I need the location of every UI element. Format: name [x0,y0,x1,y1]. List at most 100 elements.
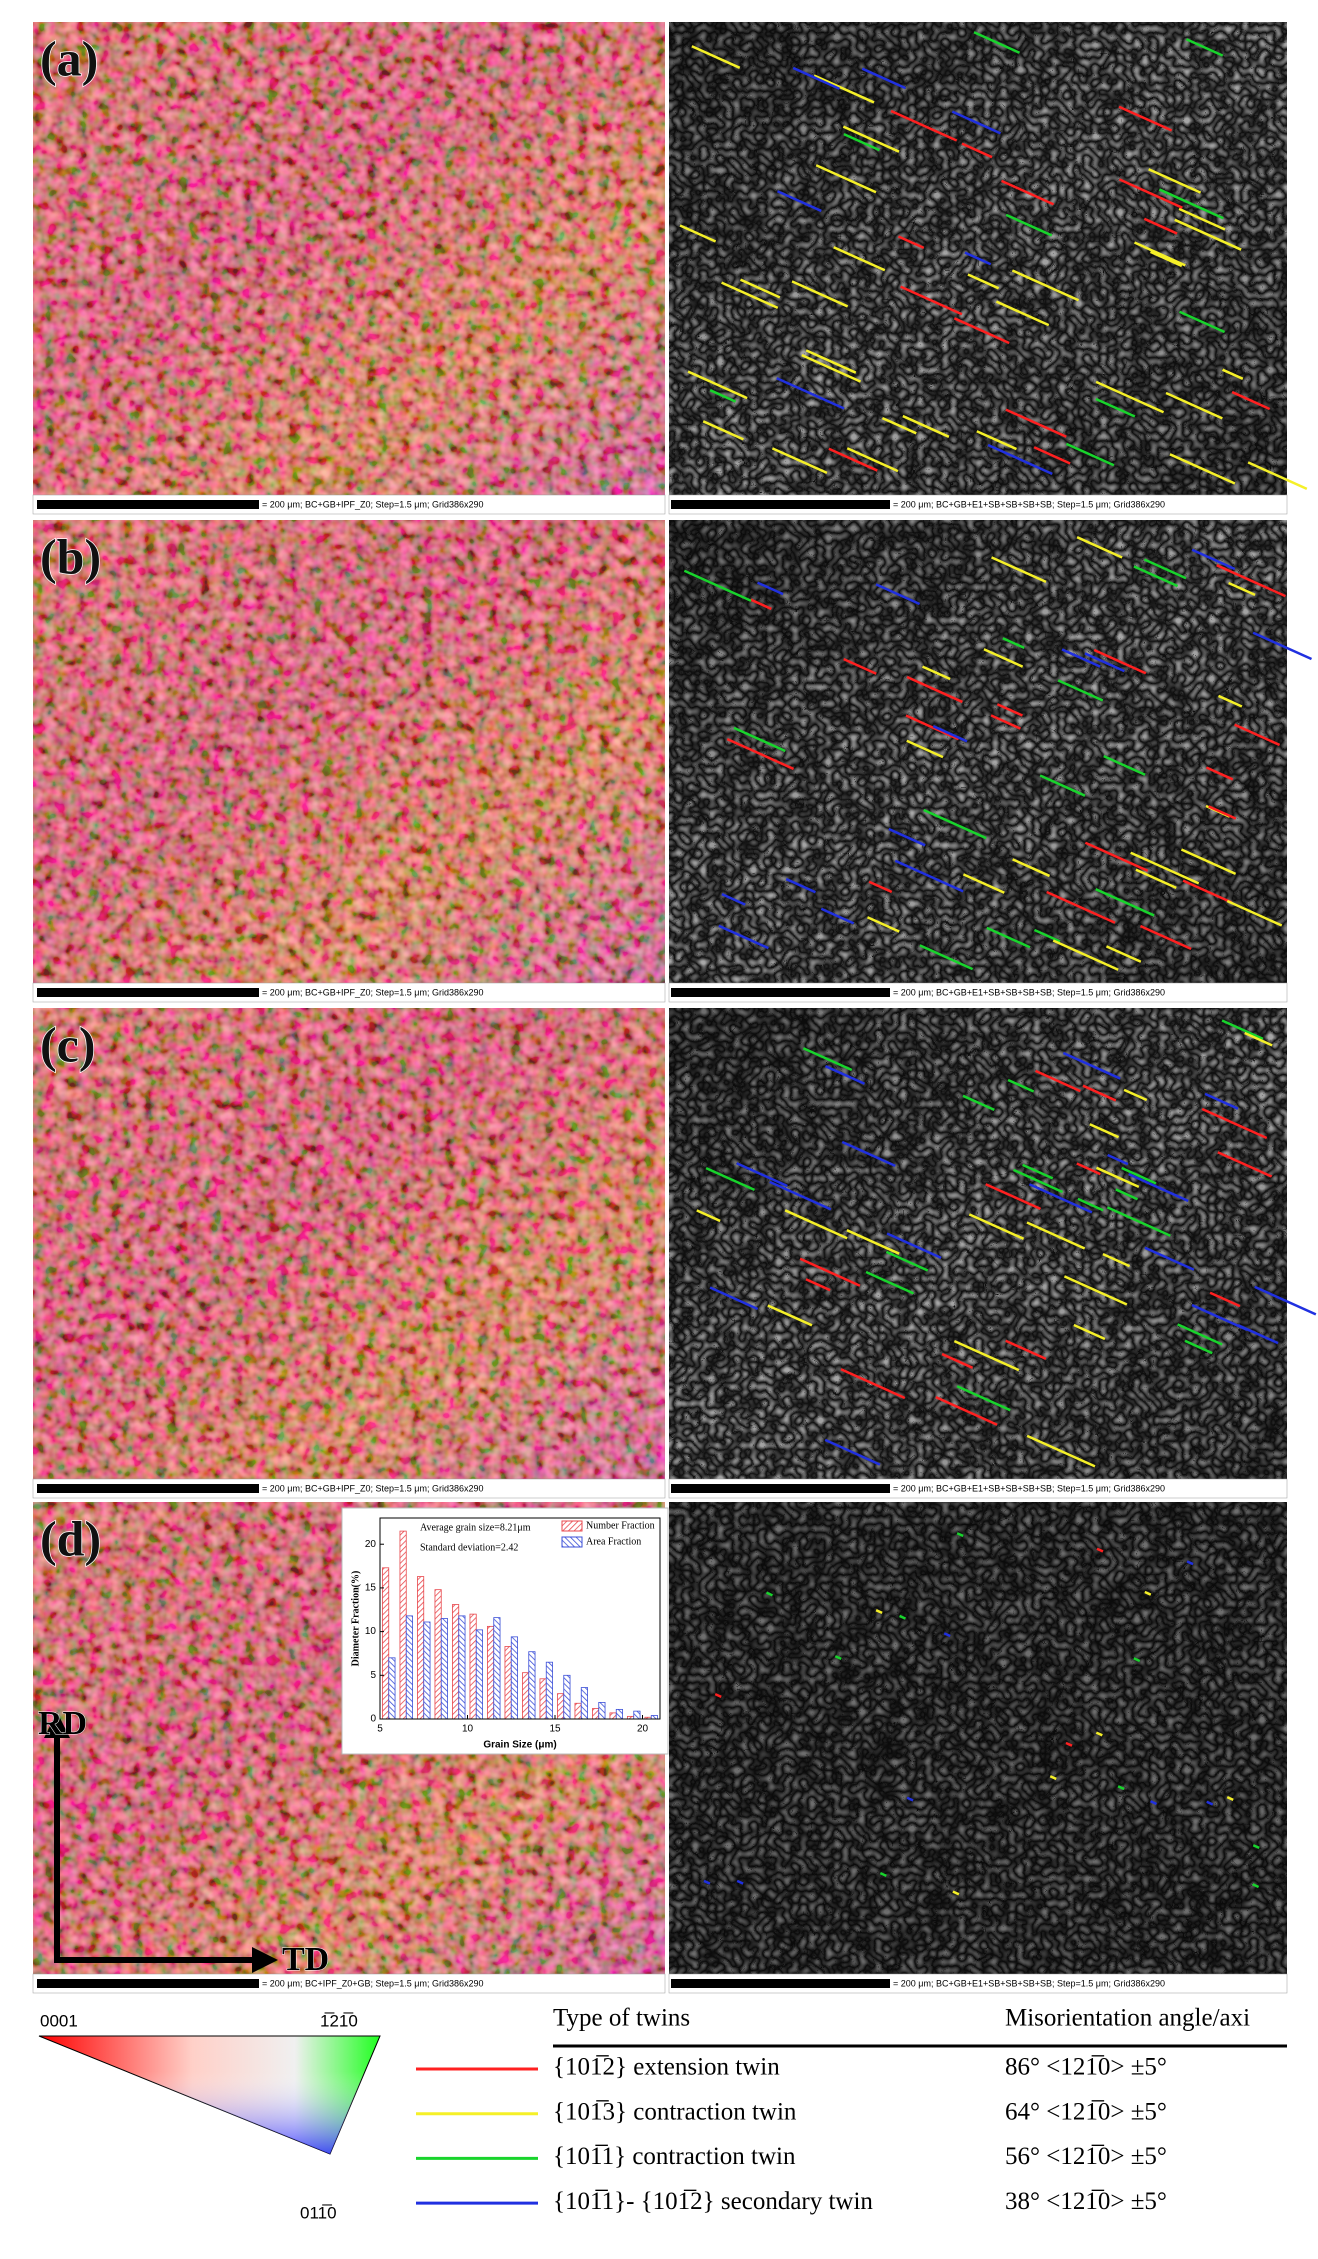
twin-trace [923,808,987,840]
twin-trace [703,1879,711,1885]
bar [399,1530,407,1720]
x-tick-label: 15 [549,1724,561,1735]
twin-trace [1095,1166,1140,1189]
twin-angle: 64° <121̅0> ±5° [1005,2098,1167,2125]
twin-trace [996,703,1023,717]
twin-trace [941,1352,974,1369]
twin-trace [967,273,1000,290]
twin-trace [919,944,974,971]
twin-trace [1061,648,1101,668]
twin-trace [905,714,960,741]
twin-trace [881,416,917,435]
twin-trace [765,1591,774,1597]
legend-label: Number Fraction [586,1520,655,1531]
twin-trace [1118,178,1183,209]
table-header: Type of twins [553,2005,690,2032]
twin-trace [828,447,878,472]
caption-strip [32,982,666,1003]
y-axis-label: Diameter Fraction(%) [350,1571,361,1667]
twin-trace [702,420,744,441]
twin-trace [1254,1285,1317,1316]
twin-trace [995,300,1050,327]
x-tick-label: 10 [462,1724,474,1735]
twin-trace [1063,1275,1128,1306]
twin-trace [776,377,845,410]
twin-angle: 38° <121̅0> ±5° [1005,2188,1167,2215]
twin-trace [1000,179,1055,206]
caption-strip [32,1478,666,1499]
twin-trace [951,110,1002,135]
twin-trace [736,1162,788,1188]
twin-trace [1204,1092,1239,1110]
twin-trace [1231,390,1271,411]
twin-trace [1118,105,1173,132]
twin-trace [1143,558,1187,580]
annotation: Standard deviation=2.42 [420,1542,518,1553]
twin-trace [740,278,781,299]
twin-type: {101̅1} contraction twin [553,2143,796,2170]
twin-type: {101̅1}- {101̅2} secondary twin [553,2188,873,2215]
twin-trace [769,1180,832,1211]
twin-trace [736,1879,744,1885]
twin-trace [824,1438,881,1466]
twin-trace [1028,1183,1093,1214]
caption-strip [668,1478,1288,1499]
bar [615,1708,623,1720]
twin-trace [834,1655,842,1661]
grain-texture [33,22,665,495]
twin-trace [897,235,925,250]
twin-trace [1128,1173,1189,1203]
td-arrowhead [252,1947,278,1973]
bar [563,1674,571,1720]
twin-trace [846,447,899,473]
twin-trace [1012,858,1051,878]
twin-trace [956,1385,1011,1412]
twin-trace [875,1609,883,1615]
twin-trace [1144,1590,1152,1596]
y-tick-label: 20 [365,1539,377,1550]
bar [510,1636,518,1720]
scale-caption: = 200 μm; BC+GB+IPF_Z0; Step=1.5 μm; Gri… [262,1483,483,1493]
twin-trace [899,1614,907,1620]
bar [598,1701,606,1720]
twin-trace [721,893,746,906]
twin-trace [1135,868,1177,889]
twin-trace [952,1890,960,1896]
scale-caption: = 200 μm; BC+GB+E1+SB+SB+SB+SB; Step=1.5… [893,987,1165,997]
twin-trace [886,1232,942,1259]
twin-trace [771,447,828,475]
twin-trace [1105,945,1142,963]
caption-strip [668,1973,1288,1994]
twin-trace [750,598,772,611]
twin-trace [1107,1153,1129,1166]
twin-trace [1177,1323,1223,1346]
scale-caption: = 200 μm; BC+GB+IPF_Z0; Step=1.5 μm; Gri… [262,987,483,997]
twin-trace [679,224,717,243]
scale-bar [37,1979,259,1988]
rd-label: RD [38,1705,87,1742]
x-axis-label: Grain Size (μm) [483,1740,556,1751]
scale-caption: = 200 μm; BC+GB+IPF_Z0; Step=1.5 μm; Gri… [262,499,483,509]
twin-trace [1226,899,1283,927]
scale-caption: = 200 μm; BC+GB+E1+SB+SB+SB+SB; Step=1.5… [893,1483,1165,1493]
bar [557,1693,565,1720]
ipf-triangle-shade [39,2036,380,2154]
twin-trace [1178,310,1226,334]
grain-boundaries [669,1008,1287,1479]
twin-trace [1133,1657,1141,1663]
twin-trace [953,1339,1020,1372]
twin-trace [846,1229,900,1255]
twin-trace [1150,250,1183,268]
y-tick-label: 15 [365,1583,377,1594]
twin-trace [1076,536,1123,559]
ipf-corner: 1̅21̅0 [320,2011,358,2030]
twin-trace [709,1286,759,1311]
twin-trace [714,1693,722,1698]
twin-trace [1084,652,1125,673]
twin-trace [776,190,822,213]
bar [440,1618,448,1720]
twin-trace [802,1047,853,1072]
plot-frame [379,1517,661,1720]
twin-trace [824,1065,866,1085]
bar [382,1567,390,1720]
